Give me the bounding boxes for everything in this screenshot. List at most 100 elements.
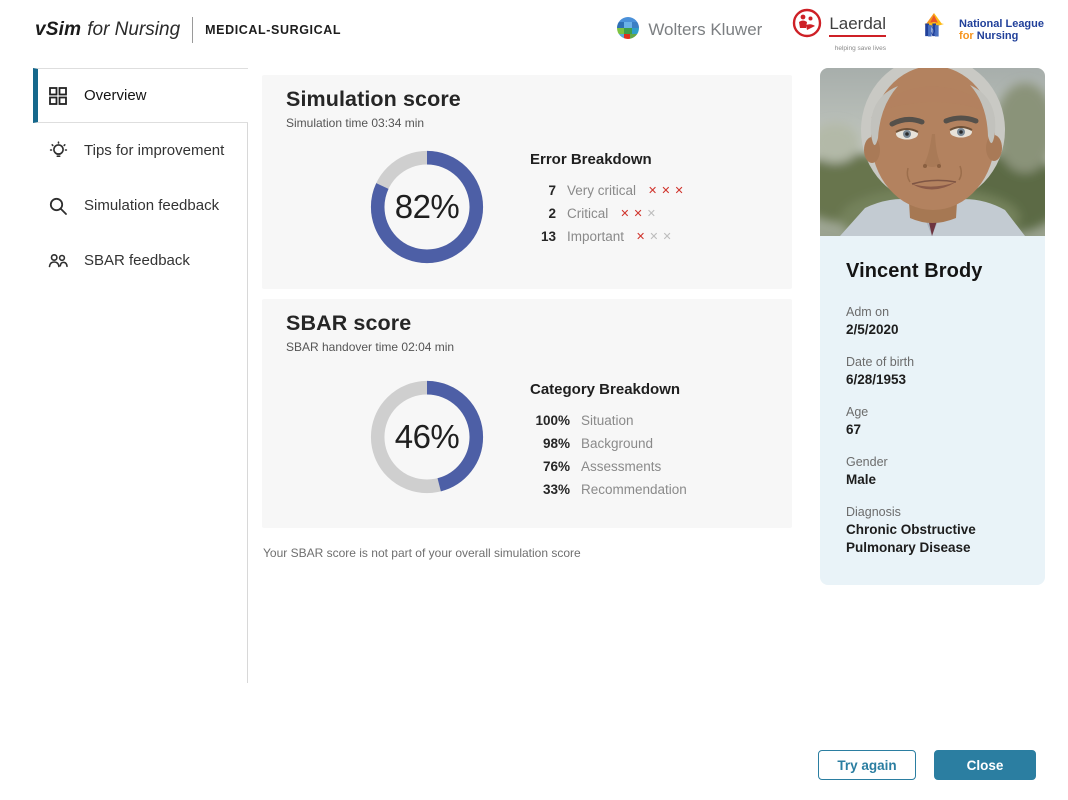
partner-logos: Wolters Kluwer Laerdal help: [616, 8, 1044, 52]
sbar-score-percent: 46%: [394, 418, 460, 455]
nln-book-icon: [916, 10, 952, 51]
patient-name: Vincent Brody: [846, 260, 983, 282]
category-percent: 98%: [542, 436, 570, 451]
category-breakdown: Category Breakdown 100% Situation 98% Ba…: [530, 381, 687, 501]
x-mark-red-icon: ✕: [620, 207, 630, 220]
search-icon: [47, 195, 69, 217]
sbar-handover-time: SBAR handover time 02:04 min: [286, 340, 455, 354]
brand-suffix: for Nursing: [87, 19, 181, 40]
error-breakdown-title: Error Breakdown: [530, 151, 652, 168]
patient-field-gender: Gender Male: [846, 454, 1019, 489]
patient-photo: [820, 68, 1045, 236]
category-row-assessments: 76% Assessments: [530, 455, 687, 478]
x-mark-red-icon: ✕: [636, 230, 646, 243]
brand-product: vSim: [35, 19, 82, 40]
sbar-score-donut: 46%: [369, 379, 485, 495]
simulation-score-card: Simulation score Simulation time 03:34 m…: [262, 75, 792, 289]
close-button[interactable]: Close: [934, 750, 1036, 780]
category-breakdown-title: Category Breakdown: [530, 381, 681, 398]
sidebar-separator: [247, 122, 248, 683]
error-label: Very critical: [567, 183, 637, 198]
field-label: Age: [846, 405, 869, 419]
patient-field-adm: Adm on 2/5/2020: [846, 304, 1019, 339]
sidebar-item-overview[interactable]: Overview: [33, 68, 248, 123]
laerdal-tagline: helping save lives: [834, 45, 887, 52]
error-count: 13: [540, 229, 556, 244]
severity-x-icons: ✕ ✕ ✕: [616, 208, 656, 219]
sidebar-item-label: SBAR feedback: [84, 252, 190, 269]
app-header: vSim for Nursing MEDICAL-SURGICAL: [0, 0, 1068, 60]
grid-icon: [47, 85, 69, 107]
sidebar-item-label: Tips for improvement: [84, 142, 225, 159]
error-count: 7: [548, 183, 556, 198]
sbar-score-title: SBAR score: [286, 311, 412, 335]
laerdal-emblem-icon: [792, 8, 822, 43]
vsim-brand: vSim for Nursing MEDICAL-SURGICAL: [35, 17, 341, 43]
sidebar-item-label: Overview: [84, 87, 147, 104]
nln-logo: National League for Nursing: [916, 10, 1044, 51]
patient-field-age: Age 67: [846, 404, 1019, 439]
category-row-recommendation: 33% Recommendation: [530, 478, 687, 501]
lightbulb-icon: [47, 140, 69, 162]
severity-x-icons: ✕ ✕ ✕: [644, 185, 684, 196]
field-label: Diagnosis: [846, 505, 901, 519]
brand-edition: MEDICAL-SURGICAL: [205, 23, 342, 37]
wolters-kluwer-logo: Wolters Kluwer: [616, 16, 762, 45]
error-label: Important: [567, 229, 625, 244]
sbar-score-note: Your SBAR score is not part of your over…: [263, 546, 581, 560]
nln-line2-prefix: for: [959, 30, 974, 42]
error-row-critical: 2 Critical ✕ ✕ ✕: [530, 202, 684, 225]
x-mark-red-icon: ✕: [674, 184, 684, 197]
field-value: 67: [846, 422, 862, 437]
patient-field-diagnosis: Diagnosis Chronic Obstructive Pulmonary …: [846, 504, 1019, 557]
try-again-button[interactable]: Try again: [818, 750, 916, 780]
field-value: 2/5/2020: [846, 322, 899, 337]
sidebar: Overview Tips for improvement Simulation…: [33, 68, 248, 288]
category-row-background: 98% Background: [530, 432, 687, 455]
laerdal-logo: Laerdal helping save lives: [792, 8, 887, 52]
sidebar-item-sbar-feedback[interactable]: SBAR feedback: [33, 233, 248, 288]
wolters-kluwer-globe-icon: [616, 16, 640, 45]
error-row-important: 13 Important ✕ ✕ ✕: [530, 225, 684, 248]
x-mark-gray-icon: ✕: [649, 230, 659, 243]
patient-field-dob: Date of birth 6/28/1953: [846, 354, 1019, 389]
category-label: Assessments: [581, 459, 662, 474]
sidebar-item-label: Simulation feedback: [84, 197, 220, 214]
nln-line1: National League: [959, 18, 1044, 30]
x-mark-red-icon: ✕: [661, 184, 671, 197]
field-value: 6/28/1953: [846, 372, 907, 387]
x-mark-gray-icon: ✕: [646, 207, 656, 220]
category-label: Recommendation: [581, 482, 687, 497]
category-row-situation: 100% Situation: [530, 409, 687, 432]
error-count: 2: [548, 206, 556, 221]
simulation-score-percent: 82%: [394, 188, 460, 225]
error-label: Critical: [567, 206, 609, 221]
sidebar-item-tips[interactable]: Tips for improvement: [33, 123, 248, 178]
sidebar-item-simulation-feedback[interactable]: Simulation feedback: [33, 178, 248, 233]
category-percent: 100%: [535, 413, 570, 428]
sbar-score-card: SBAR score SBAR handover time 02:04 min …: [262, 299, 792, 528]
laerdal-name: Laerdal: [829, 14, 887, 37]
error-breakdown: Error Breakdown 7 Very critical ✕ ✕ ✕ 2 Cr…: [530, 151, 684, 248]
x-mark-gray-icon: ✕: [662, 230, 672, 243]
people-icon: [47, 250, 69, 272]
x-mark-red-icon: ✕: [633, 207, 643, 220]
category-label: Background: [581, 436, 654, 451]
x-mark-red-icon: ✕: [648, 184, 658, 197]
field-label: Gender: [846, 455, 888, 469]
brand-divider: [192, 17, 194, 43]
wolters-kluwer-name: Wolters Kluwer: [648, 20, 763, 39]
field-label: Adm on: [846, 305, 890, 319]
error-row-very-critical: 7 Very critical ✕ ✕ ✕: [530, 179, 684, 202]
patient-info-panel: Vincent Brody Adm on 2/5/2020 Date of bi…: [820, 236, 1045, 585]
simulation-time: Simulation time 03:34 min: [286, 116, 425, 130]
severity-x-icons: ✕ ✕ ✕: [632, 231, 672, 242]
simulation-score-title: Simulation score: [286, 87, 461, 111]
nln-line2: Nursing: [976, 30, 1019, 42]
category-percent: 33%: [542, 482, 570, 497]
field-label: Date of birth: [846, 355, 915, 369]
field-value: Male: [846, 472, 877, 487]
simulation-score-donut: 82%: [369, 149, 485, 265]
field-value: Chronic Obstructive Pulmonary Disease: [846, 522, 976, 555]
